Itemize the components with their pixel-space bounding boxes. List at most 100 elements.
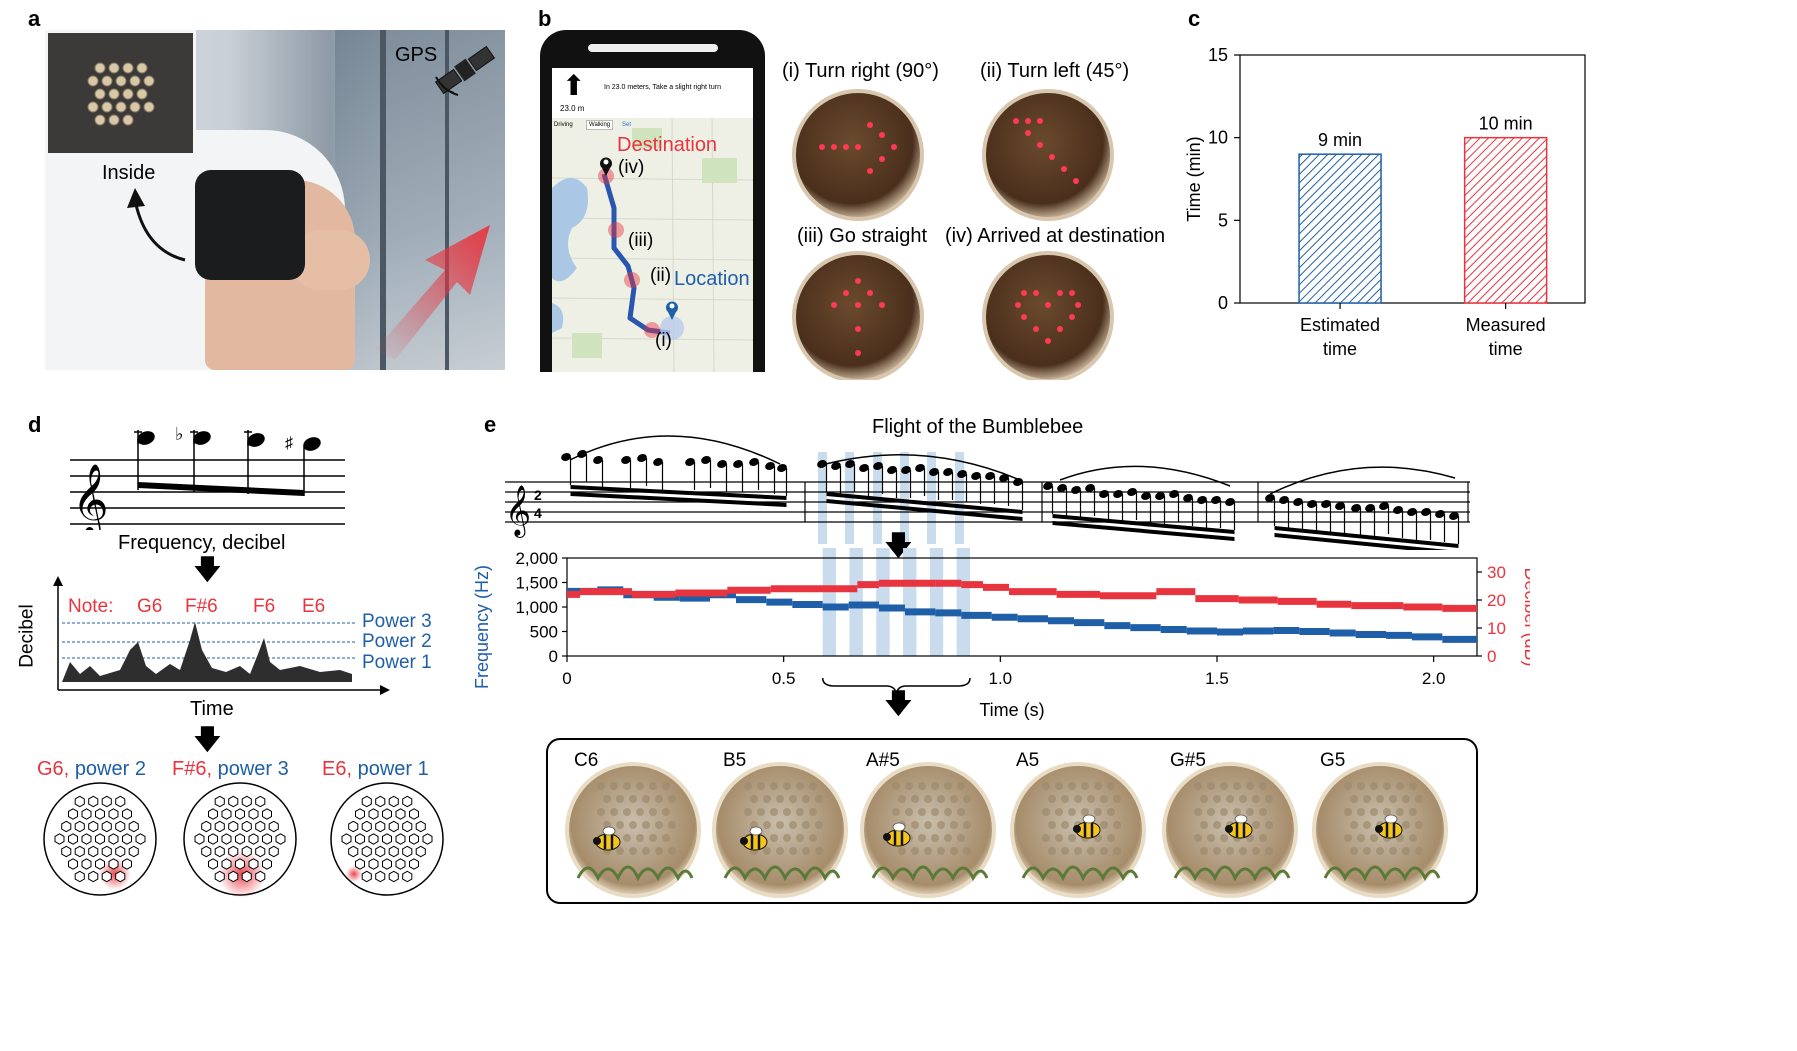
mode-set[interactable]: Set bbox=[622, 122, 632, 128]
mode-walking[interactable]: Walking bbox=[586, 120, 614, 130]
led-cell bbox=[115, 870, 126, 883]
score-beam bbox=[826, 492, 1023, 514]
output-2-label: F#6, power 3 bbox=[172, 758, 289, 781]
led-cell bbox=[649, 782, 657, 790]
score-note bbox=[637, 454, 647, 462]
led-cell bbox=[1048, 847, 1056, 855]
note-fs6: F#6 bbox=[185, 596, 218, 617]
score-note bbox=[1307, 500, 1317, 508]
bee-icon bbox=[883, 822, 911, 847]
x-tick-label: Measured bbox=[1466, 315, 1546, 335]
led-cell bbox=[1061, 847, 1069, 855]
down-arrow-icon-4: 🡇 bbox=[884, 688, 913, 719]
score-note bbox=[1013, 478, 1023, 486]
y-tick-label: 0 bbox=[1218, 293, 1228, 313]
led-cell bbox=[95, 808, 105, 820]
led-cell bbox=[1113, 795, 1121, 803]
led-cell bbox=[388, 845, 399, 858]
output-1-note: G6, bbox=[37, 758, 70, 780]
led-device-arrived bbox=[982, 251, 1114, 380]
led-cell bbox=[81, 833, 92, 845]
led-cell bbox=[1107, 808, 1115, 816]
score-note bbox=[845, 460, 855, 468]
bumblebee-score: 𝄞 2 4 bbox=[505, 435, 1470, 550]
led-cell bbox=[963, 795, 971, 803]
led-cell bbox=[214, 870, 225, 883]
led-cell bbox=[248, 808, 259, 820]
grass-decoration bbox=[723, 865, 841, 882]
led-cell bbox=[262, 808, 272, 820]
bee-note-g5: G5 bbox=[1320, 750, 1346, 771]
led-cell bbox=[1252, 821, 1260, 829]
led-cell bbox=[783, 808, 791, 816]
inside-label: Inside bbox=[102, 162, 156, 184]
bee-note-a5: A5 bbox=[1016, 750, 1040, 771]
led-cell bbox=[235, 833, 245, 845]
score-note bbox=[621, 456, 631, 464]
led-cell bbox=[668, 821, 676, 829]
led-cell bbox=[809, 782, 817, 790]
led-cell bbox=[668, 795, 676, 803]
score-note bbox=[1351, 504, 1361, 512]
highlight-stripe bbox=[822, 548, 837, 656]
led-cell bbox=[957, 834, 965, 842]
led-cell bbox=[1409, 808, 1417, 816]
output-1-power: power 2 bbox=[74, 758, 146, 780]
led-cell bbox=[642, 821, 650, 829]
led-cell bbox=[402, 795, 413, 808]
led-cell bbox=[101, 845, 112, 858]
score-note bbox=[653, 458, 663, 466]
led-cell bbox=[409, 858, 419, 870]
led-cell bbox=[115, 820, 126, 833]
output-1-label: G6, power 2 bbox=[37, 758, 146, 781]
led-cell bbox=[275, 833, 286, 845]
led-cell bbox=[924, 847, 932, 855]
led-cell bbox=[348, 845, 359, 858]
bee-note-b5: B5 bbox=[723, 750, 747, 771]
output-2-power: power 3 bbox=[217, 758, 289, 780]
score-title: Flight of the Bumblebee bbox=[872, 416, 1084, 438]
mode-driving[interactable]: Driving bbox=[554, 122, 573, 128]
led-cell bbox=[1081, 808, 1089, 816]
led-cell bbox=[1389, 847, 1397, 855]
y-left-tick-label: 0 bbox=[549, 647, 558, 666]
led-cell bbox=[1415, 795, 1423, 803]
led-cell bbox=[597, 808, 605, 816]
score-note bbox=[999, 474, 1009, 482]
output-3-label: E6, power 1 bbox=[322, 758, 429, 781]
x-tick-label: 1.0 bbox=[989, 669, 1013, 688]
x-tick-label: time bbox=[1489, 339, 1523, 359]
led-cell bbox=[815, 795, 823, 803]
x-tick-label: 0 bbox=[562, 669, 571, 688]
go-straight-caption: (iii) Go straight bbox=[797, 225, 928, 247]
led-cell bbox=[1383, 808, 1391, 816]
score-note bbox=[1169, 490, 1179, 498]
led-cell bbox=[1344, 834, 1352, 842]
score-note bbox=[901, 466, 911, 474]
led-cell bbox=[597, 782, 605, 790]
led-cell bbox=[341, 833, 352, 845]
led-cell bbox=[603, 795, 611, 803]
led-cell bbox=[918, 834, 926, 842]
led-cell bbox=[375, 795, 386, 808]
led-cell bbox=[361, 845, 372, 858]
score-note bbox=[1071, 486, 1081, 494]
led-cell bbox=[1042, 782, 1050, 790]
satellite-icon bbox=[434, 45, 496, 96]
led-cell bbox=[241, 870, 252, 883]
score-note bbox=[685, 458, 695, 466]
score-beam bbox=[826, 499, 1023, 521]
led-cell bbox=[1409, 782, 1417, 790]
led-cell bbox=[1265, 847, 1273, 855]
led-cell bbox=[789, 821, 797, 829]
led-cell bbox=[95, 858, 105, 870]
location-pin-icon bbox=[666, 301, 678, 320]
led-cell bbox=[201, 845, 212, 858]
led-cell bbox=[911, 847, 919, 855]
led-cell bbox=[248, 833, 259, 845]
led-cell bbox=[892, 808, 900, 816]
led-cell bbox=[757, 808, 765, 816]
led-cell bbox=[1074, 795, 1082, 803]
led-cell bbox=[1055, 782, 1063, 790]
led-cell bbox=[1194, 782, 1202, 790]
